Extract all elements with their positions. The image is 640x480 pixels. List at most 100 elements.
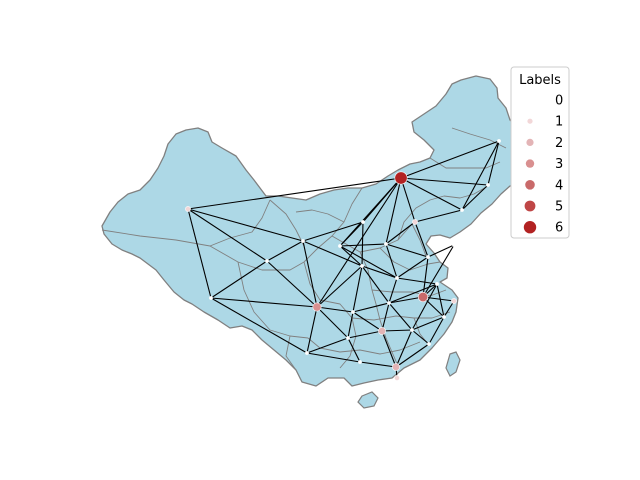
edge-changsha-guangzhou [381, 330, 397, 368]
edge-beijing-changchun [400, 177, 489, 186]
node-urumqi [185, 206, 191, 212]
edge-layer [187, 140, 500, 379]
node-guangzhou [392, 363, 400, 371]
edge-beijing-yinchuan [362, 177, 402, 223]
node-taiyuan [338, 244, 342, 248]
node-fuzhou [427, 342, 431, 346]
edge-guiyang-kunming [306, 337, 349, 354]
node-nanchang [410, 328, 414, 332]
legend-marker-2 [526, 138, 534, 146]
edge-chongqing-wuhan [352, 302, 390, 313]
node-lhasa [209, 296, 213, 300]
edge-lhasa-kunming [210, 297, 308, 354]
edge-jinan-nanjing [422, 256, 429, 298]
node-hefei [435, 282, 439, 286]
edge-xining-lanzhou [266, 240, 304, 262]
map-layer [101, 75, 549, 409]
edge-zhengzhou-hefei [396, 277, 438, 285]
edge-hefei-hangzhou [436, 283, 445, 318]
legend-label-4: 4 [555, 178, 563, 193]
legend-marker-4 [525, 180, 535, 190]
edge-lanzhou-yinchuan [302, 221, 364, 242]
node-nanning [358, 360, 362, 364]
edge-chongqing-changsha [352, 311, 383, 332]
edge-shenyang-tianjin [414, 209, 463, 223]
edge-tianjin-jinan [414, 221, 429, 258]
node-harbin [497, 139, 501, 143]
legend-marker-1 [527, 118, 533, 124]
edge-qingdao-nanjing [422, 244, 455, 298]
edge-hangzhou-nanchang [411, 316, 445, 331]
edge-chengdu-chongqing [316, 306, 354, 313]
edge-lanzhou-xian [302, 240, 363, 267]
edge-nanchang-guangzhou [395, 329, 413, 368]
edge-zhengzhou-taiyuan [339, 245, 398, 279]
edge-beijing-chengdu [316, 177, 402, 308]
node-changsha [378, 327, 386, 335]
edge-taiyuan-xian [339, 245, 363, 267]
edge-wuhan-hefei [388, 283, 438, 304]
taiwan-island [445, 351, 461, 377]
legend-box [510, 66, 570, 239]
edge-wuhan-nanchang [388, 302, 413, 331]
node-shijiazhuang [384, 242, 388, 246]
legend-entries: 0 1 2 3 4 5 6 [523, 94, 563, 236]
edge-taiyuan-yinchuan [339, 221, 364, 247]
edge-beijing-harbin [400, 140, 500, 179]
hainan-island [357, 391, 379, 409]
edge-changsha-guiyang [347, 330, 383, 339]
edge-kunming-nanning [306, 352, 361, 363]
node-hangzhou [442, 315, 446, 319]
legend-marker-5 [524, 200, 536, 212]
edge-nanning-guangzhou [359, 361, 397, 368]
edge-nanchang-changsha [381, 329, 413, 332]
legend-label-5: 5 [555, 200, 563, 215]
edge-nanchang-fuzhou [411, 329, 430, 345]
edge-urumqi-xining [187, 208, 268, 262]
edge-tianjin-shijiazhuang [385, 221, 416, 245]
edge-xian-chongqing [352, 265, 363, 313]
legend: Labels 0 1 2 3 4 5 6 [510, 66, 570, 239]
legend-label-2: 2 [555, 136, 563, 151]
edge-shijiazhuang-zhengzhou [385, 243, 398, 279]
node-guiyang [346, 336, 350, 340]
node-beijing [394, 171, 408, 185]
node-nanjing [417, 291, 429, 303]
node-lanzhou [301, 239, 305, 243]
edge-shijiazhuang-jinan [385, 243, 429, 258]
edge-lhasa-xining [210, 260, 268, 299]
node-wuhan [387, 301, 391, 305]
edge-changchun-shenyang [461, 184, 489, 211]
edge-guangzhou-fuzhou [395, 343, 430, 368]
edge-shanghai-hangzhou [443, 300, 455, 318]
legend-marker-3 [525, 159, 535, 168]
node-yinchuan [361, 220, 365, 224]
edge-wuhan-changsha [381, 302, 390, 332]
legend-label-0: 0 [555, 94, 563, 109]
edge-guiyang-nanning [347, 337, 361, 363]
node-zhengzhou [395, 276, 399, 280]
legend-marker-6 [523, 221, 537, 234]
node-xian [360, 264, 364, 268]
edge-wuhan-nanjing [388, 296, 424, 304]
node-layer [185, 139, 501, 381]
node-qingdao [452, 243, 456, 247]
edge-chongqing-guiyang [347, 311, 354, 339]
edge-chengdu-guiyang [316, 306, 349, 339]
china-mainland [101, 75, 549, 387]
legend-marker-0 [528, 98, 532, 102]
edge-nanjing-shanghai [422, 296, 455, 302]
node-xining [265, 259, 269, 263]
edge-harbin-changchun [487, 140, 500, 186]
node-chengdu [312, 302, 322, 312]
edge-beijing-tianjin [400, 177, 416, 223]
edge-beijing-shenyang [400, 177, 463, 211]
edge-zhengzhou-wuhan [388, 277, 398, 304]
edge-jinan-zhengzhou [396, 256, 429, 279]
edge-beijing-shijiazhuang [385, 177, 402, 245]
edge-chengdu-kunming [306, 306, 318, 354]
edge-hangzhou-fuzhou [428, 316, 445, 345]
edge-xian-wuhan [361, 265, 390, 304]
edge-beijing-urumqi [187, 177, 402, 210]
